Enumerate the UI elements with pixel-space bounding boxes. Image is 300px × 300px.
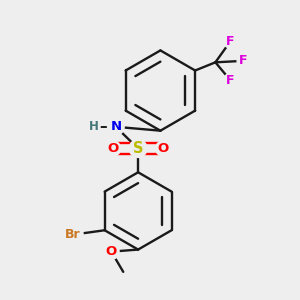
- Text: O: O: [158, 142, 169, 155]
- Circle shape: [224, 35, 237, 48]
- Circle shape: [129, 140, 147, 158]
- Text: N: N: [110, 120, 122, 133]
- Circle shape: [237, 54, 250, 68]
- Circle shape: [105, 141, 121, 156]
- Circle shape: [103, 244, 119, 260]
- Text: S: S: [133, 141, 143, 156]
- Circle shape: [87, 120, 100, 134]
- Text: F: F: [226, 35, 235, 48]
- Circle shape: [224, 74, 237, 87]
- Text: H: H: [88, 120, 98, 133]
- Circle shape: [156, 141, 171, 156]
- Text: O: O: [107, 142, 118, 155]
- Circle shape: [62, 224, 83, 245]
- Text: O: O: [106, 245, 117, 258]
- Text: F: F: [226, 74, 235, 87]
- Circle shape: [107, 118, 124, 135]
- Text: Br: Br: [65, 228, 80, 241]
- Text: F: F: [239, 54, 248, 67]
